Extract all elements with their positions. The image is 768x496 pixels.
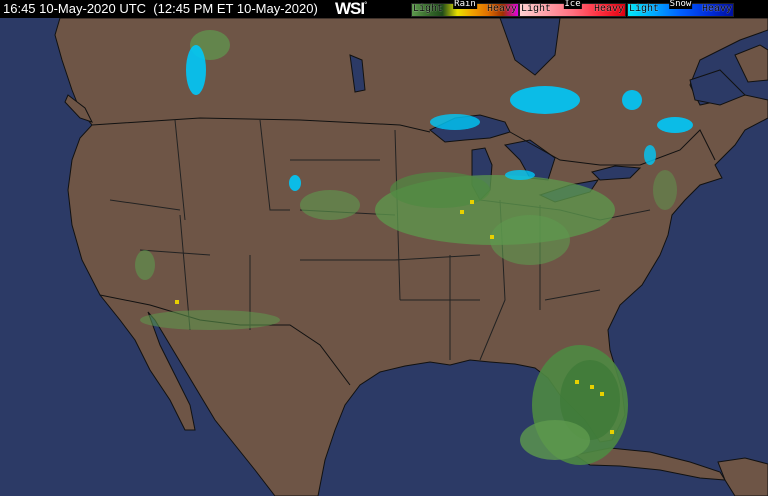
rain-echo <box>135 250 155 280</box>
snow-echo <box>430 114 480 130</box>
brand-logo: WSI° <box>335 0 367 18</box>
heavy-rain-cell <box>610 430 614 434</box>
legend-snow: Light Snow Heavy <box>627 0 734 17</box>
snow-echo <box>510 86 580 114</box>
snow-echo <box>186 45 206 95</box>
newfoundland <box>734 44 768 83</box>
rain-echo <box>140 310 280 330</box>
heavy-rain-cell <box>470 200 474 204</box>
snow-echo <box>289 175 301 191</box>
map-canvas <box>54 18 768 496</box>
hispaniola <box>717 457 768 496</box>
lake-ontario <box>591 165 642 181</box>
heavy-rain-cell <box>460 210 464 214</box>
snow-echo <box>657 117 693 133</box>
legend-rain: Light Rain Heavy <box>411 0 519 17</box>
north-america-landmass <box>54 18 768 496</box>
heavy-rain-cell <box>490 235 494 239</box>
us-canada-border <box>91 117 716 166</box>
gulf-of-st-lawrence <box>689 69 746 106</box>
rain-echo <box>390 172 490 208</box>
snow-echo <box>644 145 656 165</box>
rain-echo <box>653 170 677 210</box>
legend-ice: Light Ice Heavy <box>519 0 626 17</box>
rain-echo <box>520 420 590 460</box>
heavy-rain-cell <box>575 380 579 384</box>
header-bar: 16:45 10-May-2020 UTC (12:45 PM ET 10-Ma… <box>0 0 768 18</box>
land <box>54 18 768 496</box>
timestamp: 16:45 10-May-2020 UTC (12:45 PM ET 10-Ma… <box>3 1 318 16</box>
precipitation-echoes <box>135 30 693 465</box>
heavy-rain-cell <box>175 300 179 304</box>
rain-echo <box>300 190 360 220</box>
heavy-rain-cell <box>590 385 594 389</box>
vancouver-island <box>64 94 93 123</box>
snow-echo <box>505 170 535 180</box>
james-bay <box>499 18 561 76</box>
snow-echo <box>622 90 642 110</box>
heavy-rain-cell <box>600 392 604 396</box>
lake-winnipeg <box>349 54 366 93</box>
rain-echo <box>490 215 570 265</box>
